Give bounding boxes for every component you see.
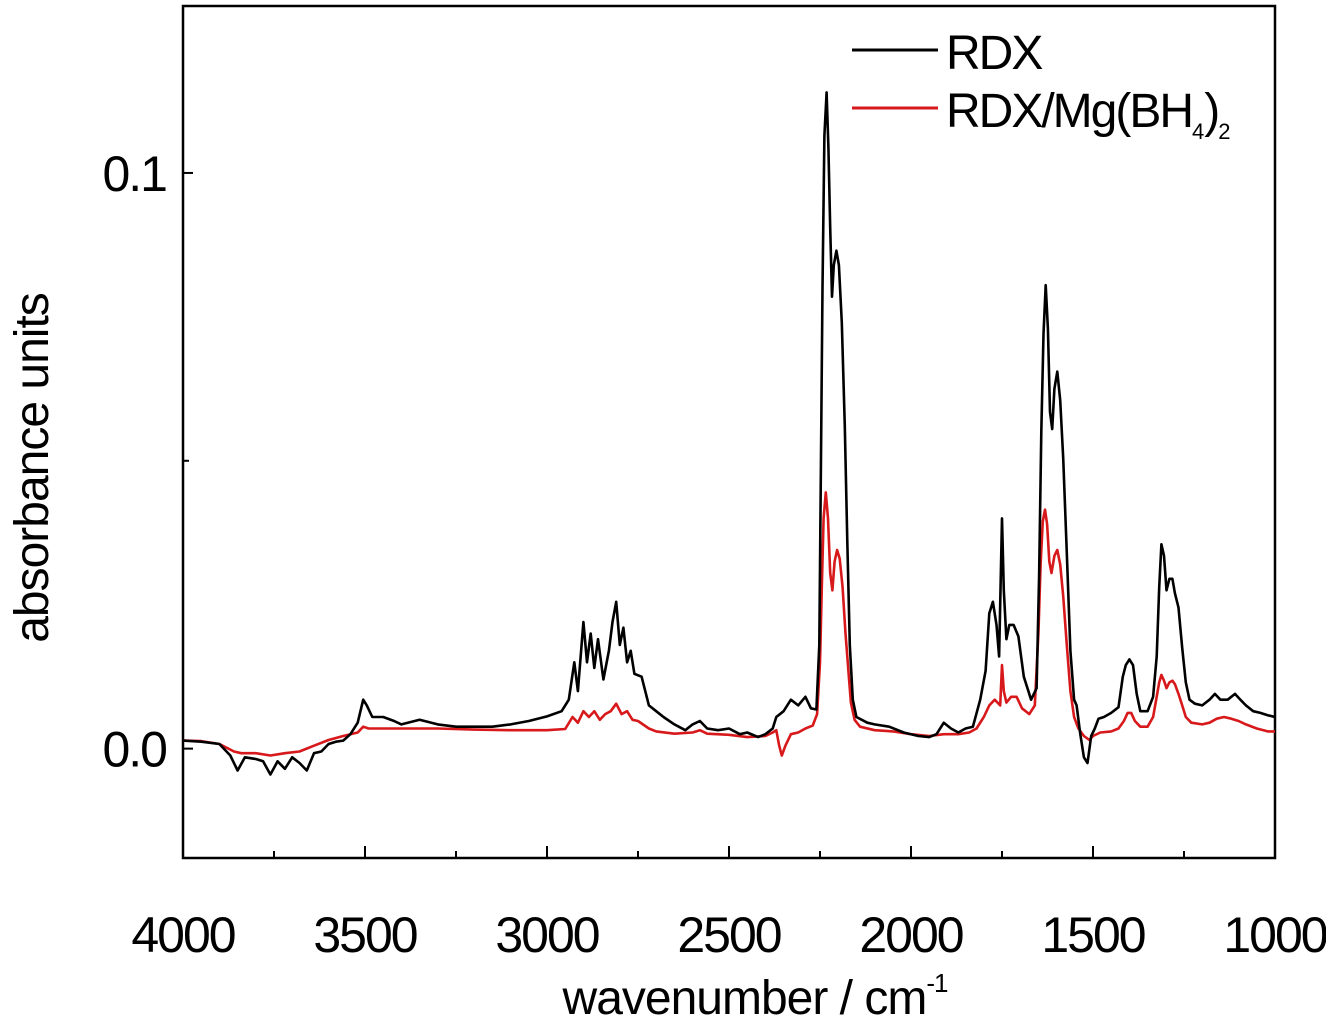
x-tick-label: 1500 (1041, 907, 1144, 963)
x-tick-label: 3000 (495, 907, 598, 963)
x-tick-label: 2000 (859, 907, 962, 963)
y-axis-title: absorbance units (6, 293, 59, 643)
y-tick-label: 0.0 (102, 722, 166, 778)
x-axis-title: wavenumber / cm-1 (562, 968, 948, 1021)
legend-label-rdx-mg-bh4-2: RDX/Mg(BH4)2 (946, 85, 1231, 144)
y-axis-ticks: 0.0 0.1 (102, 146, 193, 778)
legend: RDX RDX/Mg(BH4)2 (852, 27, 1231, 144)
y-tick-label: 0.1 (102, 146, 166, 202)
x-axis-ticks: 4000 3500 3000 2500 2000 1500 1000 (131, 846, 1326, 963)
x-tick-label: 2500 (677, 907, 780, 963)
x-tick-label: 1000 (1223, 907, 1326, 963)
x-tick-label: 4000 (131, 907, 234, 963)
series-line-rdx (182, 91, 1276, 776)
series-line-rdx-mg-bh4-2 (182, 491, 1275, 757)
legend-label-rdx: RDX (946, 27, 1043, 80)
x-tick-label: 3500 (313, 907, 416, 963)
